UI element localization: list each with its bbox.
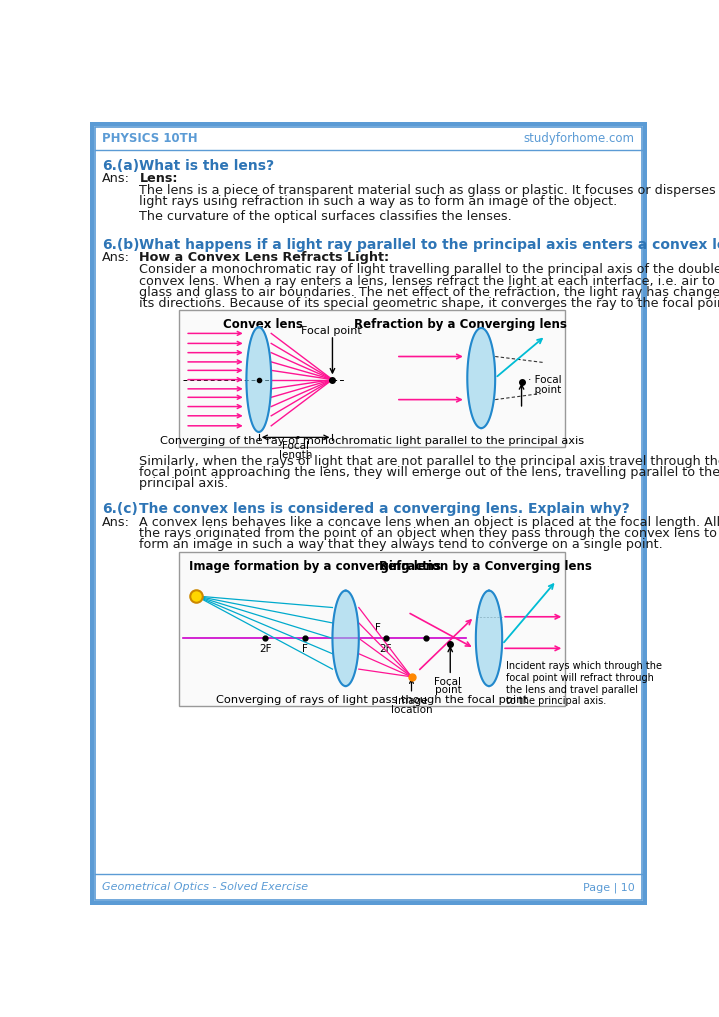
Text: Converging of the ray of monochromatic light parallel to the principal axis: Converging of the ray of monochromatic l… bbox=[160, 436, 584, 446]
Text: Focal point: Focal point bbox=[301, 325, 361, 336]
Text: What happens if a light ray parallel to the principal axis enters a convex lens?: What happens if a light ray parallel to … bbox=[139, 238, 719, 252]
Text: Geometrical Optics - Solved Exercise: Geometrical Optics - Solved Exercise bbox=[102, 883, 308, 893]
Text: point: point bbox=[434, 685, 462, 696]
Text: How a Convex Lens Refracts Light:: How a Convex Lens Refracts Light: bbox=[139, 251, 390, 264]
Text: The curvature of the optical surfaces classifies the lenses.: The curvature of the optical surfaces cl… bbox=[139, 211, 512, 223]
Polygon shape bbox=[247, 327, 271, 432]
FancyBboxPatch shape bbox=[179, 310, 565, 447]
Text: light rays using refraction in such a way as to form an image of the object.: light rays using refraction in such a wa… bbox=[139, 195, 618, 208]
Text: Converging of rays of light pass though the focal point: Converging of rays of light pass though … bbox=[216, 695, 528, 705]
Text: The convex lens is considered a converging lens. Explain why?: The convex lens is considered a convergi… bbox=[139, 502, 631, 517]
Text: F: F bbox=[303, 644, 308, 654]
Text: form an image in such a way that they always tend to converge on a single point.: form an image in such a way that they al… bbox=[139, 538, 663, 551]
Text: PHYSICS 10TH: PHYSICS 10TH bbox=[102, 132, 198, 145]
Polygon shape bbox=[467, 328, 495, 428]
Polygon shape bbox=[332, 591, 359, 686]
Text: The lens is a piece of transparent material such as glass or plastic. It focuses: The lens is a piece of transparent mater… bbox=[139, 184, 719, 197]
FancyBboxPatch shape bbox=[92, 124, 645, 903]
Text: focal point approaching the lens, they will emerge out of the lens, travelling p: focal point approaching the lens, they w… bbox=[139, 466, 719, 479]
Text: Image formation by a converging lens: Image formation by a converging lens bbox=[188, 559, 441, 573]
Text: 2F: 2F bbox=[380, 644, 392, 654]
Text: point: point bbox=[528, 385, 561, 396]
FancyBboxPatch shape bbox=[179, 552, 565, 706]
Text: 6.(c): 6.(c) bbox=[102, 502, 138, 517]
Text: convex lens. When a ray enters a lens, lenses refract the light at each interfac: convex lens. When a ray enters a lens, l… bbox=[139, 275, 715, 288]
Text: Similarly, when the rays of light that are not parallel to the principal axis tr: Similarly, when the rays of light that a… bbox=[139, 455, 719, 468]
Text: Focal: Focal bbox=[282, 441, 309, 452]
Text: 6.(b): 6.(b) bbox=[102, 238, 139, 252]
Text: Incident rays which through the
focal point will refract through
the lens and tr: Incident rays which through the focal po… bbox=[506, 661, 662, 706]
Text: Ans:: Ans: bbox=[102, 172, 130, 185]
Text: Consider a monochromatic ray of light travelling parallel to the principal axis : Consider a monochromatic ray of light tr… bbox=[139, 263, 719, 277]
Text: 6.(a): 6.(a) bbox=[102, 159, 139, 173]
Text: Ans:: Ans: bbox=[102, 251, 130, 264]
Text: · Focal: · Focal bbox=[528, 375, 562, 385]
Polygon shape bbox=[476, 591, 502, 686]
Text: the rays originated from the point of an object when they pass through the conve: the rays originated from the point of an… bbox=[139, 527, 718, 540]
Text: its directions. Because of its special geometric shape, it converges the ray to : its directions. Because of its special g… bbox=[139, 297, 719, 310]
Text: Refraction by a Converging lens: Refraction by a Converging lens bbox=[354, 318, 567, 331]
Text: studyforhome.com: studyforhome.com bbox=[523, 132, 635, 145]
Text: Convex lens: Convex lens bbox=[223, 318, 303, 331]
Text: Page | 10: Page | 10 bbox=[583, 882, 635, 893]
Text: principal axis.: principal axis. bbox=[139, 477, 229, 490]
Text: Ans:: Ans: bbox=[102, 516, 130, 529]
Text: Refraction by a Converging lens: Refraction by a Converging lens bbox=[379, 559, 592, 573]
Text: location: location bbox=[390, 705, 432, 715]
Text: What is the lens?: What is the lens? bbox=[139, 159, 275, 173]
Text: Focal: Focal bbox=[434, 677, 462, 686]
Text: Image: Image bbox=[395, 696, 428, 706]
Text: Lens:: Lens: bbox=[139, 172, 178, 185]
FancyBboxPatch shape bbox=[96, 127, 641, 900]
Text: 2F: 2F bbox=[259, 644, 271, 654]
Text: length: length bbox=[279, 450, 312, 460]
Text: F: F bbox=[375, 623, 381, 633]
Text: glass and glass to air boundaries. The net effect of the refraction, the light r: glass and glass to air boundaries. The n… bbox=[139, 286, 719, 299]
Text: A convex lens behaves like a concave lens when an object is placed at the focal : A convex lens behaves like a concave len… bbox=[139, 516, 719, 529]
